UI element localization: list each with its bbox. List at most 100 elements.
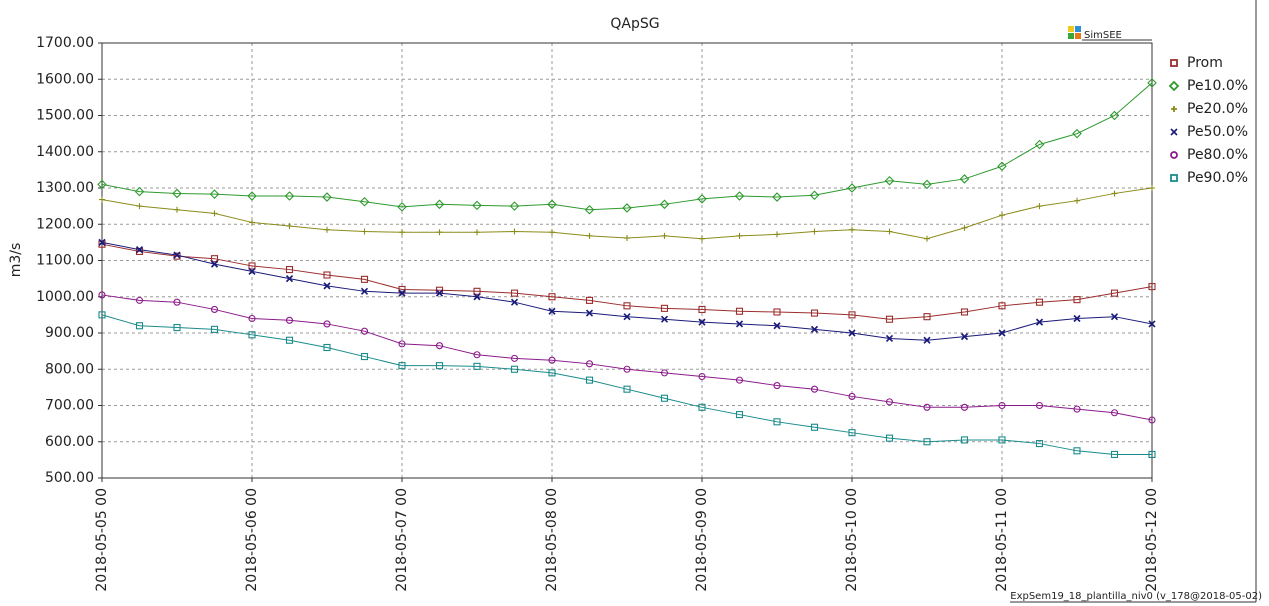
marker: [848, 392, 856, 400]
marker: [810, 385, 819, 393]
marker: [960, 333, 969, 341]
marker: [1073, 447, 1081, 455]
y-tick-label: 1300.00: [36, 180, 94, 196]
marker: [1110, 289, 1119, 297]
y-axis-label: m3/s: [8, 243, 24, 278]
marker: [248, 331, 256, 339]
marker: [848, 329, 856, 337]
marker: [97, 179, 107, 190]
marker: [172, 188, 182, 199]
y-tick-label: 1700.00: [36, 35, 94, 51]
legend-label: Prom: [1187, 55, 1223, 71]
marker: [698, 403, 706, 411]
marker: [734, 191, 745, 201]
marker: [1073, 296, 1081, 304]
marker: [98, 311, 106, 319]
legend-label: Pe10.0%: [1187, 78, 1248, 94]
marker: [998, 302, 1006, 310]
marker: [849, 226, 855, 233]
y-tick-label: 700.00: [45, 398, 94, 414]
marker: [585, 360, 594, 368]
marker: [247, 191, 257, 201]
marker: [135, 322, 144, 330]
marker: [960, 436, 969, 444]
marker: [810, 423, 819, 431]
marker: [473, 287, 481, 295]
x-tick-label: 2018-05-07 00: [394, 488, 410, 592]
marker: [361, 228, 368, 235]
marker: [773, 308, 781, 316]
marker: [548, 293, 556, 301]
marker: [473, 362, 481, 370]
logo-square: [1075, 26, 1081, 32]
series-line: [101, 294, 1153, 421]
marker: [1109, 110, 1120, 121]
y-tick-label: 1500.00: [36, 108, 94, 124]
legend-marker: [1171, 106, 1177, 112]
marker: [623, 302, 631, 310]
marker: [659, 199, 670, 210]
marker: [98, 238, 106, 246]
marker: [884, 175, 895, 186]
marker: [772, 192, 782, 202]
marker: [510, 354, 519, 362]
logo-text: SimSEE: [1084, 30, 1122, 41]
legend-label: Pe50.0%: [1187, 124, 1248, 140]
marker: [697, 194, 707, 204]
marker: [811, 228, 818, 235]
marker: [885, 434, 894, 442]
marker: [923, 313, 931, 321]
series-line: [101, 314, 1152, 455]
y-tick-label: 600.00: [45, 434, 94, 450]
marker: [210, 305, 219, 313]
marker: [435, 342, 444, 350]
marker: [285, 275, 294, 283]
marker: [848, 311, 856, 319]
marker: [249, 219, 255, 226]
marker: [323, 271, 331, 279]
marker: [1148, 450, 1156, 458]
marker: [174, 206, 180, 213]
series-line: [101, 241, 1153, 341]
marker: [1110, 409, 1119, 417]
marker: [1110, 313, 1119, 321]
legend-marker: [1170, 174, 1178, 182]
marker: [173, 324, 181, 332]
legend-label: Pe90.0%: [1187, 170, 1248, 186]
marker: [922, 179, 932, 190]
marker: [548, 356, 556, 364]
marker: [885, 315, 894, 323]
marker: [660, 369, 669, 377]
marker: [359, 196, 370, 207]
logo-square: [1075, 33, 1081, 39]
marker: [547, 199, 557, 210]
marker: [773, 382, 781, 390]
marker: [998, 436, 1006, 444]
marker: [622, 203, 632, 213]
marker: [135, 296, 144, 304]
y-tick-label: 800.00: [45, 361, 94, 377]
marker: [885, 398, 894, 406]
marker: [735, 320, 744, 328]
marker: [699, 235, 705, 242]
marker: [210, 255, 219, 263]
marker: [585, 376, 594, 384]
marker: [548, 307, 556, 315]
marker: [1110, 450, 1119, 458]
marker: [360, 353, 369, 361]
marker: [1035, 318, 1044, 326]
marker: [660, 394, 669, 402]
marker: [961, 224, 968, 231]
marker: [435, 362, 444, 370]
marker: [510, 289, 519, 297]
marker: [398, 362, 406, 370]
marker: [473, 351, 481, 359]
marker: [1035, 440, 1044, 448]
marker: [1074, 197, 1080, 204]
y-tick-label: 500.00: [45, 470, 94, 486]
marker: [774, 231, 780, 238]
marker: [510, 365, 519, 373]
marker: [398, 289, 406, 297]
marker: [135, 247, 144, 255]
